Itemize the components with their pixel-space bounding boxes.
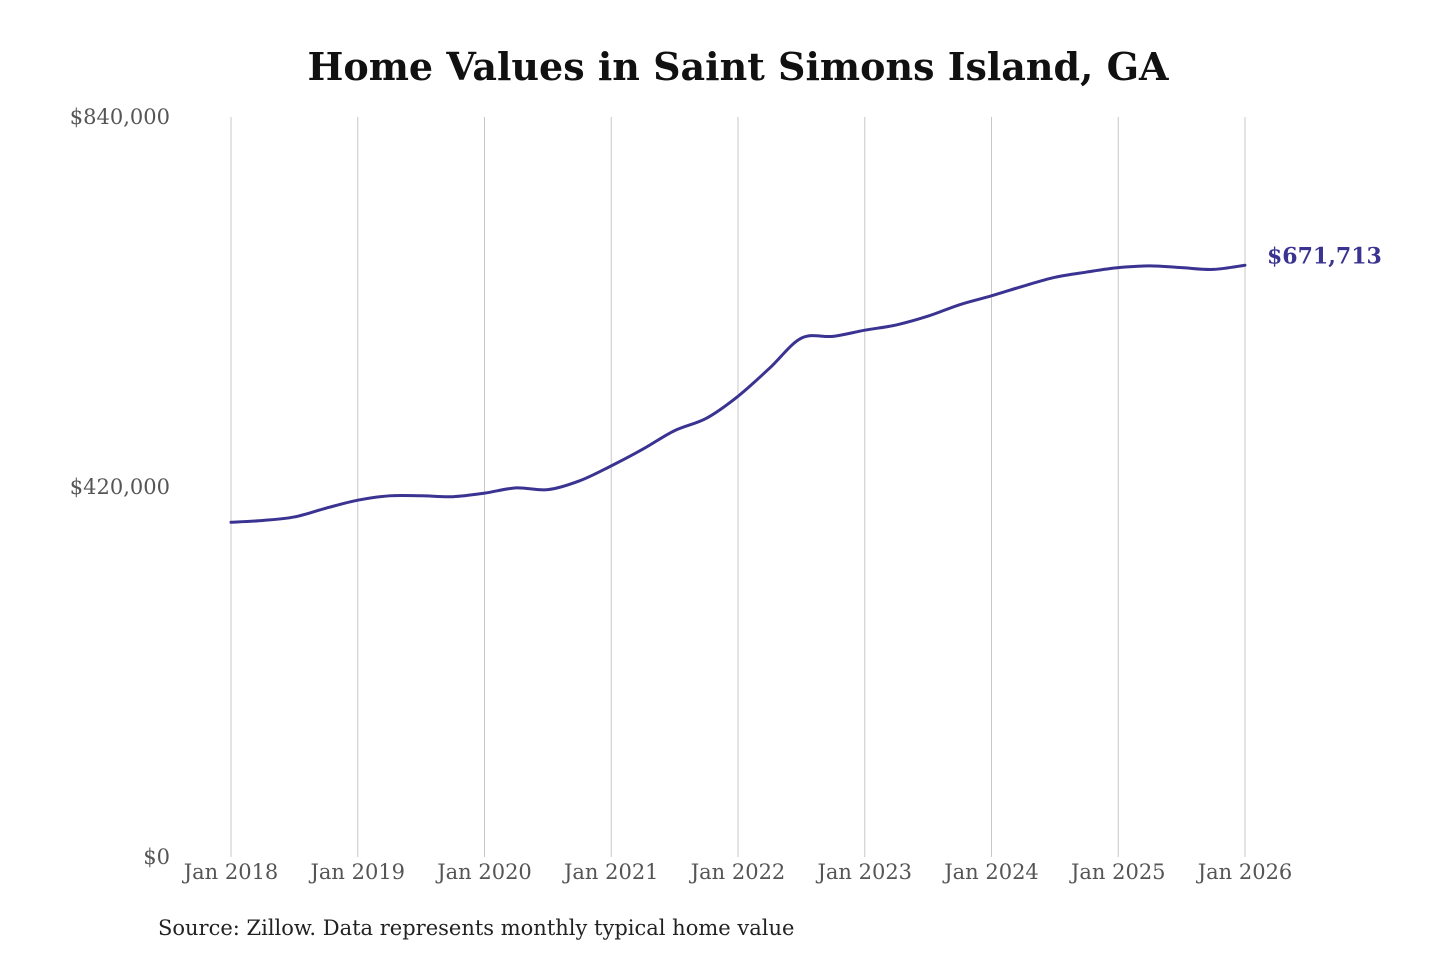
x-tick-label: Jan 2022 (689, 860, 786, 884)
x-tick-label: Jan 2020 (435, 860, 532, 884)
x-tick-label: Jan 2023 (815, 860, 912, 884)
y-tick-label: $840,000 (70, 105, 170, 129)
x-tick-label: Jan 2018 (182, 860, 279, 884)
x-tick-label: Jan 2024 (942, 860, 1039, 884)
chart-title: Home Values in Saint Simons Island, GA (307, 44, 1169, 89)
y-tick-label: $420,000 (70, 475, 170, 499)
x-tick-label: Jan 2019 (308, 860, 405, 884)
y-tick-label: $0 (143, 845, 170, 869)
x-tick-label: Jan 2025 (1069, 860, 1166, 884)
x-tick-label: Jan 2021 (562, 860, 659, 884)
x-tick-label: Jan 2026 (1196, 860, 1293, 884)
end-value-label: $671,713 (1267, 243, 1382, 269)
source-note: Source: Zillow. Data represents monthly … (158, 916, 795, 940)
series-line (229, 263, 1247, 524)
